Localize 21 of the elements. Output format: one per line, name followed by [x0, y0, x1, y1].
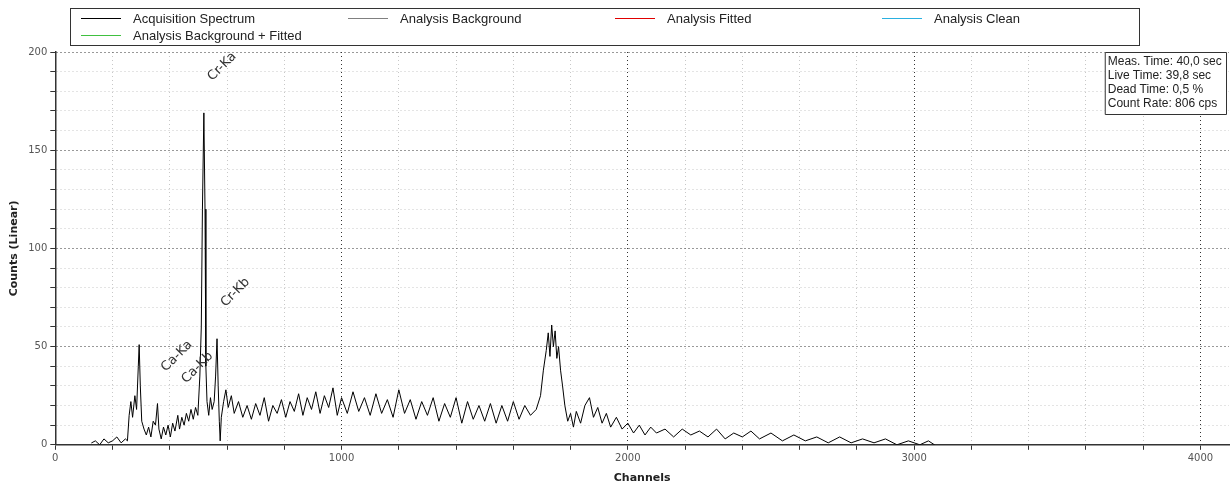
legend-label: Analysis Background [400, 11, 522, 26]
y-axis-title: Counts (Linear) [7, 200, 21, 297]
legend-label: Analysis Fitted [667, 11, 752, 26]
y-tick-label: 150 [28, 143, 48, 155]
x-tick-label: 3000 [901, 452, 927, 464]
x-tick-label: 4000 [1187, 452, 1214, 464]
annotation: Meas. Time: 40,0 sec [1107, 54, 1222, 69]
x-tick-label: 2000 [615, 452, 641, 464]
annotation: Dead Time: 0,5 % [1107, 82, 1204, 97]
legend-label: Analysis Clean [934, 11, 1020, 26]
annotation: Count Rate: 806 cps [1107, 96, 1218, 111]
legend-label: Acquisition Spectrum [133, 11, 256, 26]
y-tick-label: 50 [34, 340, 48, 352]
x-tick-label: 0 [52, 452, 59, 464]
x-tick-label: 1000 [328, 452, 355, 464]
annotation: Live Time: 39,8 sec [1107, 68, 1212, 83]
x-axis-title: Channels [613, 471, 671, 485]
y-tick-label: 0 [40, 438, 48, 450]
legend-label: Analysis Background + Fitted [133, 28, 302, 43]
y-tick-label: 200 [28, 45, 48, 57]
y-tick-label: 100 [28, 241, 48, 253]
